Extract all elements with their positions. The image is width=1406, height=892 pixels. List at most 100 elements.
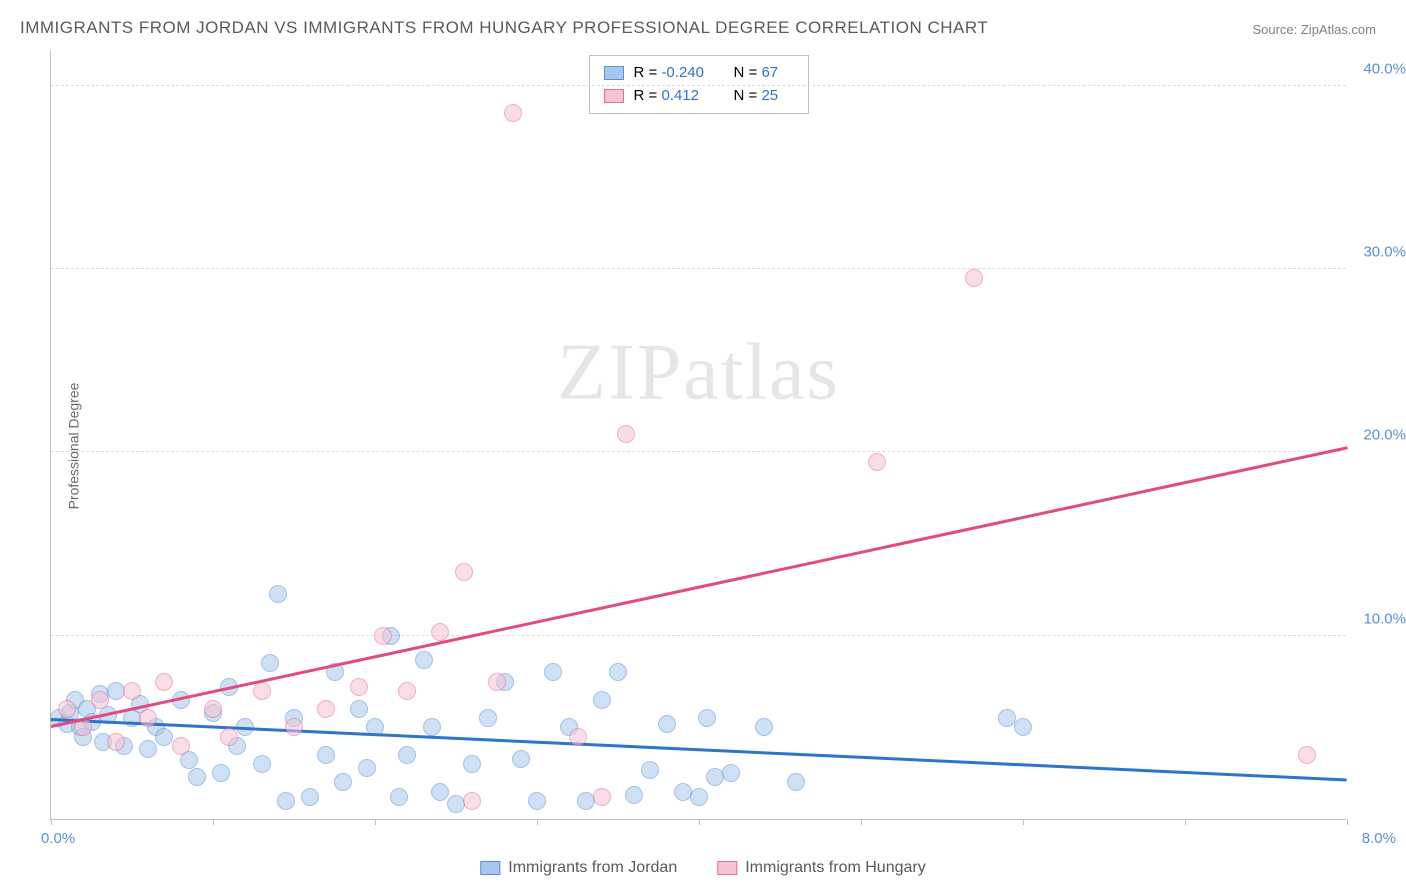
x-tick bbox=[1023, 819, 1024, 825]
point-jordan bbox=[188, 768, 206, 786]
point-jordan bbox=[658, 715, 676, 733]
point-jordan bbox=[1014, 718, 1032, 736]
point-hungary bbox=[617, 425, 635, 443]
n-label: N = bbox=[734, 87, 762, 104]
point-jordan bbox=[690, 788, 708, 806]
point-jordan bbox=[447, 795, 465, 813]
source-link[interactable]: ZipAtlas.com bbox=[1301, 22, 1376, 37]
point-jordan bbox=[755, 718, 773, 736]
point-jordan bbox=[423, 718, 441, 736]
point-jordan bbox=[577, 792, 595, 810]
point-jordan bbox=[641, 761, 659, 779]
point-hungary bbox=[204, 700, 222, 718]
point-hungary bbox=[317, 700, 335, 718]
n-value-jordan: 67 bbox=[761, 64, 778, 81]
point-jordan bbox=[609, 663, 627, 681]
r-value-jordan: -0.240 bbox=[661, 64, 704, 81]
point-jordan bbox=[593, 691, 611, 709]
point-hungary bbox=[463, 792, 481, 810]
point-jordan bbox=[139, 740, 157, 758]
point-jordan bbox=[431, 783, 449, 801]
trendline-hungary bbox=[51, 446, 1348, 727]
point-hungary bbox=[398, 682, 416, 700]
point-jordan bbox=[390, 788, 408, 806]
x-tick bbox=[51, 819, 52, 825]
legend-item-jordan: Immigrants from Jordan bbox=[480, 859, 677, 877]
point-jordan bbox=[463, 755, 481, 773]
point-hungary bbox=[569, 728, 587, 746]
point-jordan bbox=[479, 709, 497, 727]
point-hungary bbox=[172, 737, 190, 755]
point-jordan bbox=[528, 792, 546, 810]
point-jordan bbox=[261, 654, 279, 672]
point-hungary bbox=[488, 673, 506, 691]
point-jordan bbox=[398, 746, 416, 764]
point-jordan bbox=[512, 750, 530, 768]
point-hungary bbox=[431, 623, 449, 641]
point-jordan bbox=[334, 773, 352, 791]
point-hungary bbox=[253, 682, 271, 700]
source-attribution: Source: ZipAtlas.com bbox=[1252, 22, 1376, 37]
r-label: R = bbox=[634, 87, 662, 104]
point-hungary bbox=[504, 104, 522, 122]
point-jordan bbox=[301, 788, 319, 806]
y-tick-label: 40.0% bbox=[1363, 60, 1406, 77]
point-hungary bbox=[155, 673, 173, 691]
x-axis-max-label: 8.0% bbox=[1362, 830, 1396, 847]
point-hungary bbox=[350, 678, 368, 696]
series-legend: Immigrants from Jordan Immigrants from H… bbox=[480, 859, 925, 877]
legend-item-hungary: Immigrants from Hungary bbox=[717, 859, 926, 877]
x-tick bbox=[375, 819, 376, 825]
point-jordan bbox=[706, 768, 724, 786]
x-tick bbox=[861, 819, 862, 825]
legend-label-jordan: Immigrants from Jordan bbox=[508, 859, 677, 877]
point-hungary bbox=[285, 718, 303, 736]
point-hungary bbox=[374, 627, 392, 645]
point-jordan bbox=[350, 700, 368, 718]
point-jordan bbox=[544, 663, 562, 681]
point-jordan bbox=[722, 764, 740, 782]
point-jordan bbox=[155, 728, 173, 746]
legend-row-jordan: R = -0.240 N = 67 bbox=[604, 62, 794, 85]
x-axis-origin-label: 0.0% bbox=[41, 830, 75, 847]
point-hungary bbox=[455, 563, 473, 581]
point-jordan bbox=[787, 773, 805, 791]
chart-title: IMMIGRANTS FROM JORDAN VS IMMIGRANTS FRO… bbox=[20, 18, 988, 38]
point-jordan bbox=[212, 764, 230, 782]
swatch-hungary bbox=[604, 89, 624, 103]
swatch-jordan-bottom bbox=[480, 861, 500, 875]
point-hungary bbox=[58, 700, 76, 718]
point-hungary bbox=[1298, 746, 1316, 764]
y-tick-label: 20.0% bbox=[1363, 427, 1406, 444]
point-hungary bbox=[593, 788, 611, 806]
legend-label-hungary: Immigrants from Hungary bbox=[745, 859, 926, 877]
swatch-hungary-bottom bbox=[717, 861, 737, 875]
point-jordan bbox=[269, 585, 287, 603]
point-hungary bbox=[868, 453, 886, 471]
gridline bbox=[51, 85, 1346, 86]
watermark-atlas: atlas bbox=[683, 328, 840, 416]
point-jordan bbox=[277, 792, 295, 810]
x-tick bbox=[213, 819, 214, 825]
point-hungary bbox=[139, 709, 157, 727]
point-jordan bbox=[317, 746, 335, 764]
point-hungary bbox=[107, 733, 125, 751]
x-tick bbox=[1347, 819, 1348, 825]
legend-row-hungary: R = 0.412 N = 25 bbox=[604, 85, 794, 108]
x-tick bbox=[699, 819, 700, 825]
point-hungary bbox=[123, 682, 141, 700]
point-hungary bbox=[220, 728, 238, 746]
point-jordan bbox=[998, 709, 1016, 727]
x-tick bbox=[537, 819, 538, 825]
watermark: ZIPatlas bbox=[557, 327, 840, 418]
watermark-zip: ZIP bbox=[557, 328, 683, 416]
y-tick-label: 30.0% bbox=[1363, 244, 1406, 261]
source-prefix: Source: bbox=[1252, 22, 1300, 37]
point-jordan bbox=[625, 786, 643, 804]
gridline bbox=[51, 635, 1346, 636]
x-tick bbox=[1185, 819, 1186, 825]
gridline bbox=[51, 451, 1346, 452]
point-jordan bbox=[415, 651, 433, 669]
point-jordan bbox=[698, 709, 716, 727]
point-jordan bbox=[253, 755, 271, 773]
